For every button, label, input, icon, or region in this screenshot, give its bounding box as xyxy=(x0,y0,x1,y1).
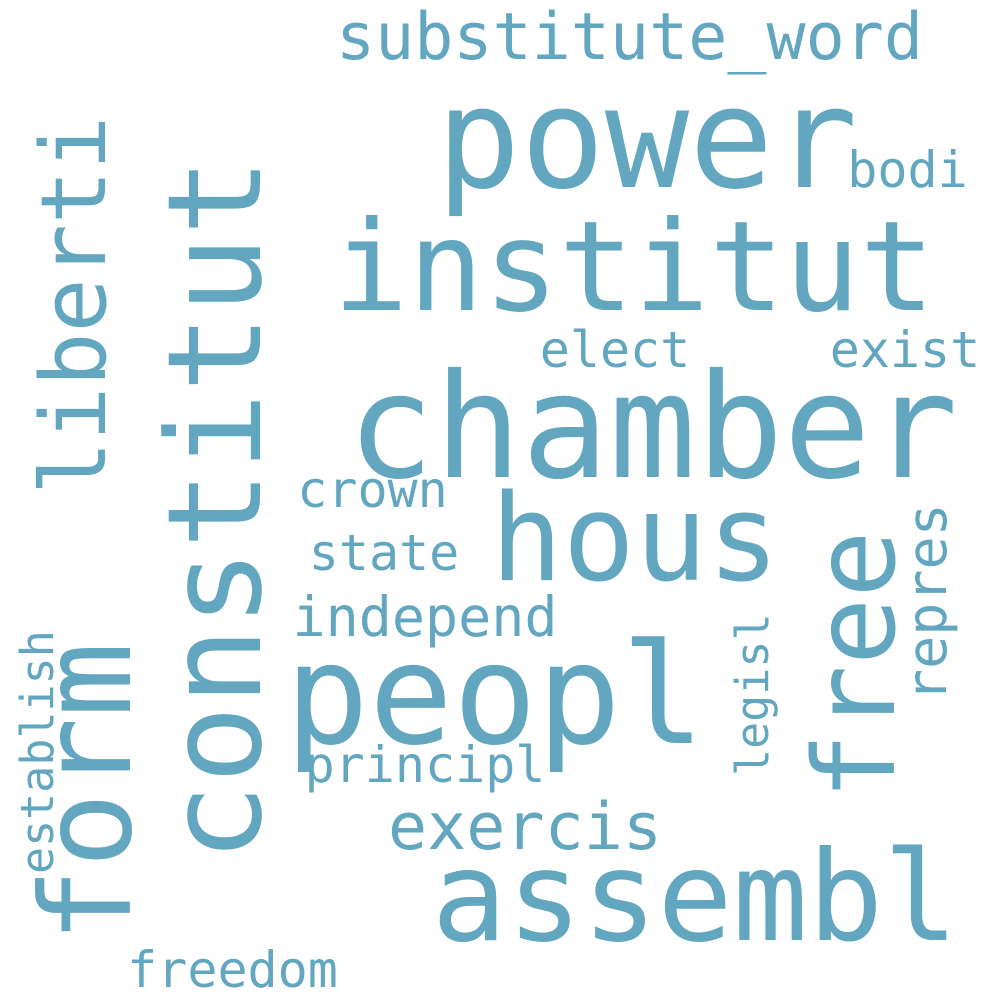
word-establish: establish xyxy=(11,630,64,875)
word-substitute-word: substitute_word xyxy=(336,0,923,75)
word-power: power xyxy=(436,58,858,221)
word-state: state xyxy=(308,524,460,582)
word-elect: elect xyxy=(539,321,691,379)
word-liberti: liberti xyxy=(22,115,127,495)
word-institut: institut xyxy=(332,195,936,340)
word-exercis: exercis xyxy=(388,790,662,865)
word-hous: hous xyxy=(490,470,780,609)
word-crown: crown xyxy=(297,461,448,519)
word-freedom: freedom xyxy=(127,941,338,999)
word-principl: principl xyxy=(304,736,546,794)
word-independ: independ xyxy=(292,585,558,649)
word-repres: repres xyxy=(895,503,959,702)
word-exist: exist xyxy=(829,321,981,379)
word-legisl: legisl xyxy=(726,613,779,777)
word-constitut: constitut xyxy=(139,157,291,863)
word-assembl: assembl xyxy=(431,825,959,970)
word-chamber: chamber xyxy=(346,343,959,512)
word-peopl: peopl xyxy=(285,613,705,777)
word-bodi: bodi xyxy=(847,141,968,199)
